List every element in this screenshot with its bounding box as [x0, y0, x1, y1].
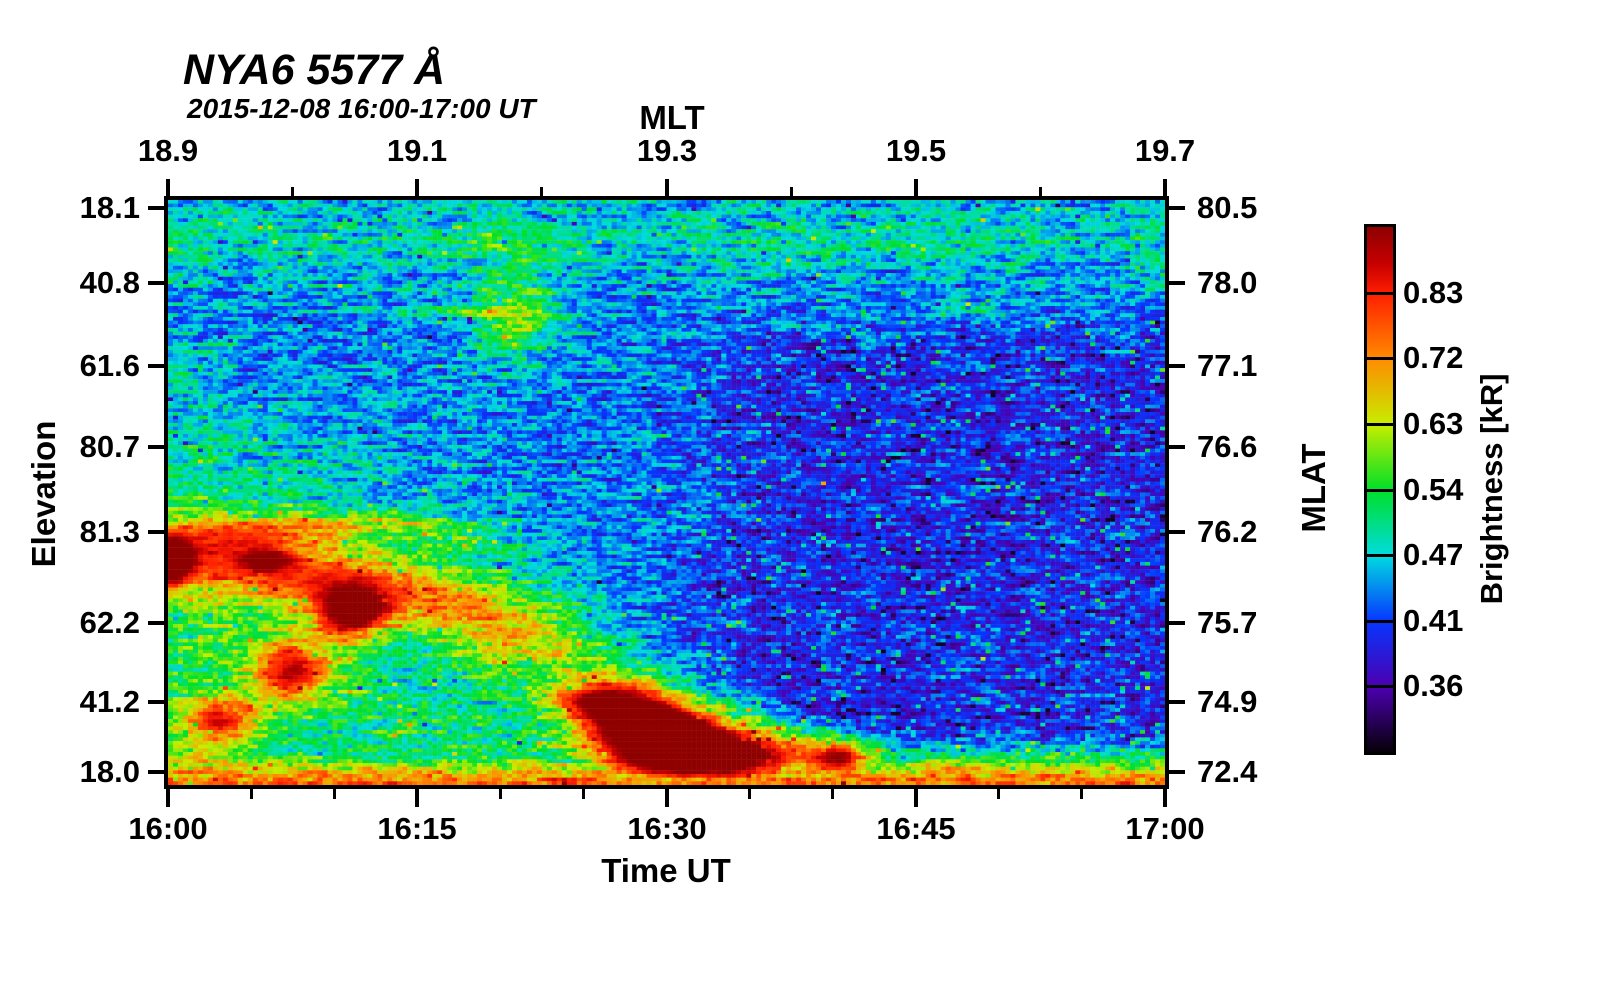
bottom-axis-major-tick	[166, 789, 170, 807]
bottom-axis-minor-tick	[997, 789, 1000, 799]
bottom-axis-major-tick	[415, 789, 419, 807]
left-axis-tick	[148, 770, 164, 774]
colorbar-tick-label: 0.83	[1403, 275, 1464, 310]
right-axis-tick-label: 74.9	[1197, 684, 1258, 719]
right-axis-tick-label: 76.6	[1197, 429, 1258, 464]
right-axis-tick-label: 78.0	[1197, 265, 1258, 300]
left-axis-tick	[148, 364, 164, 368]
colorbar-tick-label: 0.63	[1403, 406, 1464, 441]
left-axis-tick	[148, 700, 164, 704]
bottom-axis-minor-tick	[748, 789, 751, 799]
right-axis-tick	[1169, 530, 1185, 534]
colorbar-tick-label: 0.36	[1403, 668, 1464, 703]
left-axis-tick	[148, 206, 164, 210]
right-axis-tick	[1169, 206, 1185, 210]
top-axis-minor-tick	[291, 187, 294, 196]
top-axis-tick-label: 19.1	[386, 133, 448, 168]
left-axis-tick	[148, 621, 164, 625]
bottom-axis-tick-label: 16:15	[377, 811, 457, 846]
left-axis-tick-label: 41.2	[79, 684, 140, 719]
right-axis-tick-label: 72.4	[1197, 754, 1258, 789]
left-axis-tick	[148, 445, 164, 449]
bottom-axis-minor-tick	[1080, 789, 1083, 799]
top-axis-minor-tick	[790, 187, 793, 196]
top-axis-tick-label: 19.5	[885, 133, 947, 168]
bottom-axis-minor-tick	[333, 789, 336, 799]
colorbar-tick-label: 0.41	[1403, 603, 1464, 638]
right-axis-tick	[1169, 700, 1185, 704]
right-axis-tick	[1169, 621, 1185, 625]
plot-frame	[164, 196, 1169, 789]
bottom-axis-title: Time UT	[601, 852, 731, 889]
colorbar-tick-label: 0.72	[1403, 340, 1464, 375]
top-axis-major-tick	[665, 179, 669, 196]
bottom-axis-major-tick	[914, 789, 918, 807]
right-axis-tick-label: 77.1	[1197, 348, 1258, 383]
left-axis-tick-label: 18.1	[79, 190, 140, 225]
left-axis-tick	[148, 530, 164, 534]
left-axis-tick-label: 62.2	[79, 605, 140, 640]
right-axis-tick-label: 80.5	[1197, 190, 1258, 225]
top-axis-tick-label: 18.9	[137, 133, 199, 168]
left-axis-tick	[148, 281, 164, 285]
top-axis-major-tick	[914, 179, 918, 196]
top-axis-minor-tick	[540, 187, 543, 196]
right-axis-tick	[1169, 364, 1185, 368]
right-axis-tick	[1169, 281, 1185, 285]
colorbar-tick-label: 0.47	[1403, 537, 1464, 572]
figure-title: NYA6 5577 Å	[183, 46, 446, 94]
top-axis-major-tick	[166, 179, 170, 196]
bottom-axis-major-tick	[665, 789, 669, 807]
bottom-axis-tick-label: 16:00	[128, 811, 208, 846]
top-axis-title: MLT	[639, 99, 705, 136]
left-axis-tick-label: 18.0	[79, 754, 140, 789]
bottom-axis-major-tick	[1163, 789, 1167, 807]
right-axis-tick	[1169, 770, 1185, 774]
right-axis-tick	[1169, 445, 1185, 449]
bottom-axis-tick-label: 16:45	[876, 811, 956, 846]
figure-subtitle: 2015-12-08 16:00-17:00 UT	[187, 93, 536, 124]
bottom-axis-minor-tick	[250, 789, 253, 799]
colorbar-tick-label: 0.54	[1403, 472, 1464, 507]
bottom-axis-minor-tick	[582, 789, 585, 799]
keogram-heatmap	[168, 200, 1165, 785]
bottom-axis-minor-tick	[831, 789, 834, 799]
top-axis-minor-tick	[1039, 187, 1042, 196]
top-axis-major-tick	[415, 179, 419, 196]
colorbar-gradient	[1367, 227, 1393, 752]
right-axis-tick-label: 75.7	[1197, 605, 1258, 640]
right-axis-tick-label: 76.2	[1197, 514, 1258, 549]
top-axis-major-tick	[1163, 179, 1167, 196]
bottom-axis-tick-label: 17:00	[1125, 811, 1205, 846]
bottom-axis-minor-tick	[499, 789, 502, 799]
colorbar-frame	[1364, 224, 1396, 755]
left-axis-tick-label: 80.7	[79, 429, 140, 464]
top-axis-tick-label: 19.7	[1134, 133, 1196, 168]
left-axis-tick-label: 81.3	[79, 514, 140, 549]
bottom-axis-tick-label: 16:30	[627, 811, 707, 846]
left-axis-tick-label: 61.6	[79, 348, 140, 383]
top-axis-tick-label: 19.3	[636, 133, 698, 168]
left-axis-tick-label: 40.8	[79, 265, 140, 300]
